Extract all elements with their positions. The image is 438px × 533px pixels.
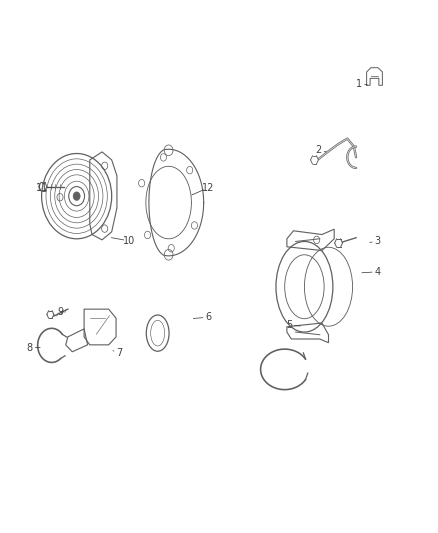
Text: 5: 5 bbox=[286, 320, 292, 330]
Text: 9: 9 bbox=[57, 307, 64, 317]
Text: 4: 4 bbox=[374, 267, 381, 277]
Text: 1: 1 bbox=[356, 79, 362, 88]
Text: 7: 7 bbox=[116, 348, 122, 358]
Text: 12: 12 bbox=[202, 183, 215, 192]
Text: 6: 6 bbox=[205, 312, 212, 322]
Circle shape bbox=[73, 192, 80, 200]
Text: 10: 10 bbox=[123, 236, 135, 246]
Text: 11: 11 bbox=[35, 183, 48, 192]
Text: 3: 3 bbox=[374, 236, 381, 246]
Text: 2: 2 bbox=[316, 146, 322, 155]
Text: 8: 8 bbox=[27, 343, 33, 352]
